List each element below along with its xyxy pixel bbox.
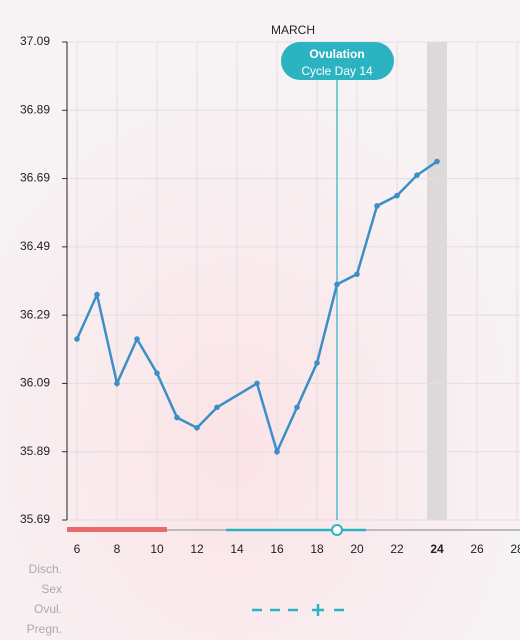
row-label: Ovul. (34, 602, 62, 616)
temperature-point (314, 360, 320, 366)
slider-handle (331, 524, 343, 536)
period-bar (67, 527, 167, 532)
ovulation-sublabel: Cycle Day 14 (301, 64, 373, 78)
y-tick-label: 36.89 (20, 102, 50, 116)
temperature-point (414, 172, 420, 178)
action-bar[interactable] (252, 604, 344, 616)
y-tick-label: 35.89 (20, 444, 50, 458)
temperature-point (394, 192, 400, 199)
x-tick-label: 24 (430, 542, 444, 556)
temperature-point (434, 158, 440, 165)
temperature-point (134, 336, 140, 342)
temperature-point (194, 425, 200, 431)
ovulation-label: Ovulation (309, 47, 364, 61)
temperature-point (294, 404, 300, 411)
y-tick-label: 36.49 (20, 239, 50, 253)
x-tick-label: 28 (510, 542, 520, 556)
y-tick-label: 37.09 (20, 34, 50, 48)
temperature-point (154, 370, 160, 376)
y-tick-label: 36.29 (20, 307, 50, 321)
temperature-point (114, 380, 120, 387)
x-tick-label: 18 (310, 542, 324, 556)
x-tick-label: 26 (470, 542, 484, 556)
x-tick-label: 6 (74, 542, 81, 556)
row-label: Pregn. (27, 622, 62, 636)
temperature-line (75, 160, 438, 456)
y-tick-label: 36.09 (20, 376, 50, 390)
temperature-point (74, 336, 80, 342)
x-tick-label: 8 (114, 542, 121, 556)
temperature-point (254, 380, 260, 387)
y-tick-label: 36.69 (20, 171, 50, 185)
temperature-point (334, 281, 340, 288)
x-tick-label: 20 (350, 542, 364, 556)
temperature-point (354, 271, 360, 277)
temperature-point (214, 404, 220, 411)
chart-title: MARCH (271, 23, 315, 37)
row-label: Disch. (29, 562, 62, 576)
x-tick-label: 16 (270, 542, 284, 556)
x-tick-label: 14 (230, 542, 244, 556)
x-tick-label: 12 (190, 542, 204, 556)
temperature-point (174, 414, 180, 421)
temperature-point (374, 203, 380, 209)
x-tick-label: 10 (150, 542, 164, 556)
ovulation-badge (281, 42, 394, 80)
row-label: Sex (41, 582, 62, 596)
x-tick-label: 22 (390, 542, 404, 556)
y-tick-label: 35.69 (20, 512, 50, 526)
temperature-point (94, 291, 100, 298)
temperature-point (274, 448, 280, 455)
